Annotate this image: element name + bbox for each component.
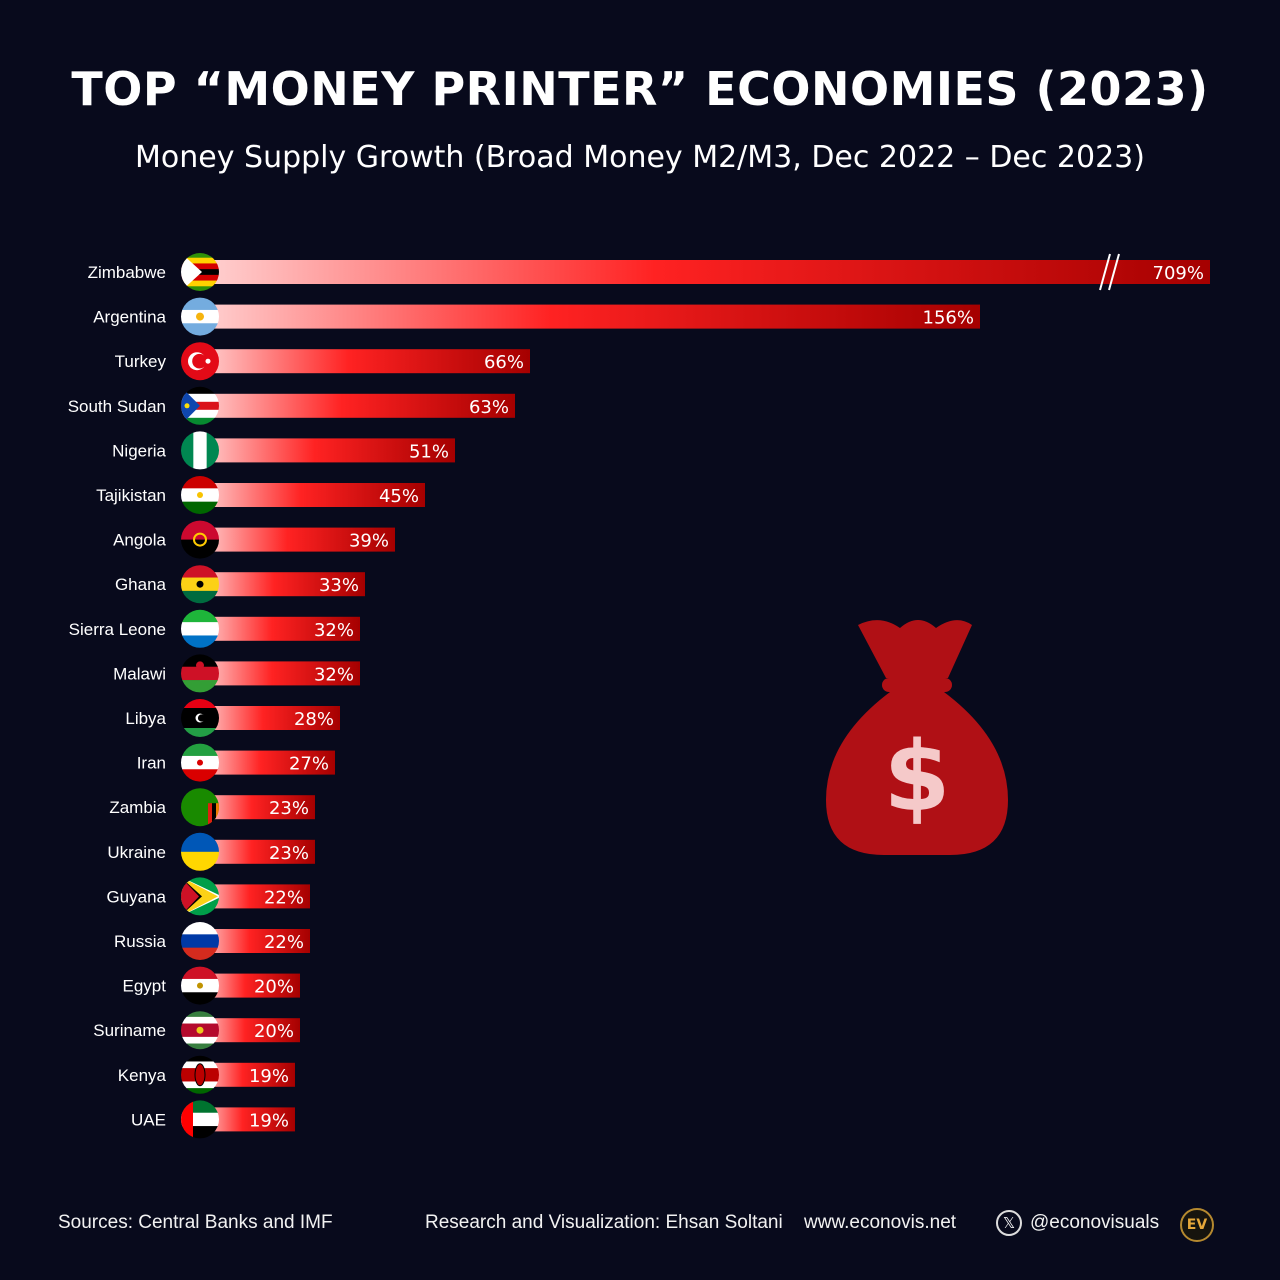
- category-label: Suriname: [93, 1021, 166, 1040]
- bar: [200, 839, 315, 864]
- money-bag-icon: $: [826, 620, 1008, 855]
- website-link[interactable]: www.econovis.net: [804, 1212, 957, 1233]
- iran-flag-icon: [181, 743, 219, 782]
- kenya-flag-icon: [181, 1055, 219, 1094]
- nigeria-flag-icon: [181, 431, 219, 470]
- malawi-flag-icon: [181, 654, 219, 693]
- axis-break-mark: [1099, 253, 1111, 291]
- egypt-flag-icon: [181, 966, 219, 1005]
- bar: [200, 1018, 300, 1043]
- category-label: Russia: [114, 932, 167, 951]
- turkey-flag-icon: [181, 342, 219, 381]
- value-label: 33%: [319, 575, 359, 596]
- category-label: Egypt: [123, 977, 167, 996]
- ev-logo-icon: EV: [1180, 1208, 1214, 1242]
- value-label: 51%: [409, 441, 449, 462]
- value-label: 22%: [264, 887, 304, 908]
- chart-title: TOP “MONEY PRINTER” ECONOMIES (2023): [71, 62, 1209, 116]
- tajikistan-flag-icon: [181, 476, 219, 514]
- category-label: Sierra Leone: [69, 620, 166, 639]
- category-label: Kenya: [118, 1066, 167, 1085]
- social-handle[interactable]: @econovisuals: [1030, 1212, 1160, 1233]
- sierra-leone-flag-icon: [181, 609, 219, 648]
- value-label: 63%: [469, 397, 509, 418]
- category-label: Guyana: [106, 887, 166, 906]
- russia-flag-icon: [181, 922, 219, 960]
- value-label: 28%: [294, 709, 334, 730]
- bar: [200, 438, 455, 463]
- guyana-flag-icon: [181, 877, 219, 916]
- category-label: Malawi: [113, 664, 166, 683]
- category-label: Angola: [113, 531, 166, 550]
- bar: [200, 393, 515, 418]
- sources-text: Sources: Central Banks and IMF: [58, 1212, 333, 1233]
- bar-chart: Zimbabwe 709% Argentina 156% Turkey 66% South …: [68, 253, 1210, 1139]
- bar: [200, 304, 980, 329]
- category-label: Ghana: [115, 575, 167, 594]
- value-label: 66%: [484, 352, 524, 373]
- bar: [200, 483, 425, 507]
- zimbabwe-flag-icon: [181, 253, 219, 291]
- value-label: 23%: [269, 798, 309, 819]
- axis-break-mark: [1108, 253, 1120, 291]
- ghana-flag-icon: [181, 565, 219, 604]
- value-label: 27%: [289, 754, 329, 775]
- value-label: 709%: [1153, 263, 1204, 284]
- value-label: 45%: [379, 486, 419, 507]
- bar: [200, 706, 340, 730]
- south-sudan-flag-icon: [181, 386, 219, 425]
- value-label: 22%: [264, 932, 304, 953]
- argentina-flag-icon: [181, 297, 219, 336]
- category-label: Libya: [125, 709, 166, 728]
- bar: [200, 616, 360, 641]
- category-label: Zimbabwe: [88, 263, 166, 282]
- category-label: Turkey: [115, 352, 167, 371]
- value-label: 39%: [349, 531, 389, 552]
- bar: [200, 795, 315, 820]
- bar: [200, 260, 1210, 284]
- category-label: South Sudan: [68, 397, 166, 416]
- chart-subtitle: Money Supply Growth (Broad Money M2/M3, …: [135, 140, 1145, 175]
- category-label: Tajikistan: [96, 486, 166, 505]
- ukraine-flag-icon: [181, 832, 219, 871]
- uae-flag-icon: [181, 1100, 219, 1139]
- value-label: 20%: [254, 1021, 294, 1042]
- category-label: UAE: [131, 1110, 166, 1129]
- value-label: 156%: [923, 308, 974, 329]
- category-label: Nigeria: [112, 441, 166, 460]
- x-logo-icon[interactable]: 𝕏: [996, 1210, 1022, 1236]
- category-label: Zambia: [109, 798, 166, 817]
- value-label: 23%: [269, 843, 309, 864]
- category-label: Iran: [137, 754, 166, 773]
- bar: [200, 572, 365, 597]
- credit-text: Research and Visualization: Ehsan Soltan…: [425, 1212, 783, 1233]
- value-label: 32%: [314, 664, 354, 685]
- bar: [200, 349, 530, 374]
- zambia-flag-icon: [181, 788, 219, 827]
- value-label: 19%: [249, 1110, 289, 1131]
- value-label: 32%: [314, 620, 354, 641]
- bar: [200, 527, 395, 552]
- suriname-flag-icon: [181, 1011, 219, 1050]
- category-label: Ukraine: [107, 843, 166, 862]
- dollar-sign: $: [884, 721, 951, 833]
- bar: [200, 661, 360, 686]
- value-label: 19%: [249, 1066, 289, 1087]
- libya-flag-icon: [181, 699, 219, 737]
- category-label: Argentina: [93, 308, 166, 327]
- value-label: 20%: [254, 977, 294, 998]
- bar: [200, 750, 335, 775]
- angola-flag-icon: [181, 520, 219, 559]
